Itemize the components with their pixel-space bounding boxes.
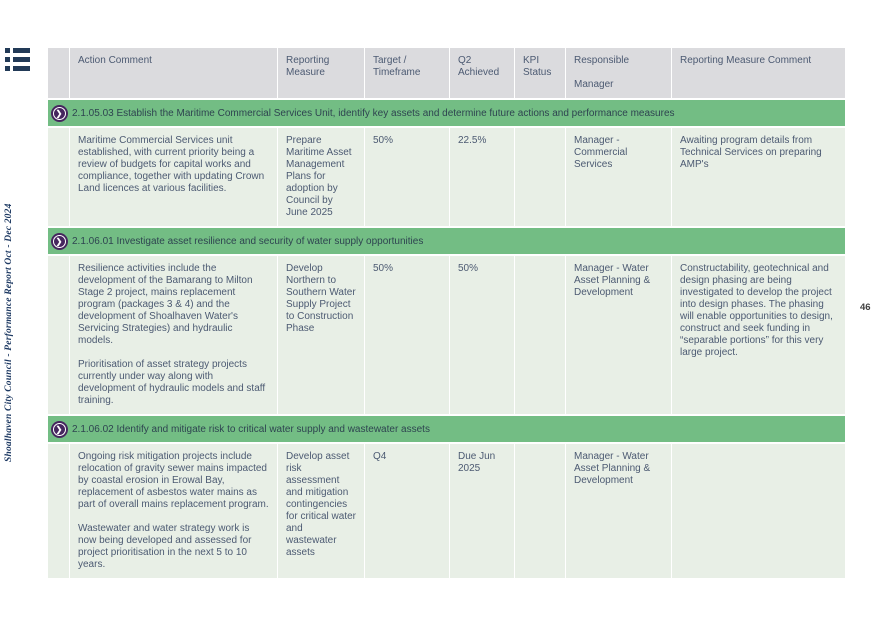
table-row: Resilience activities include the develo… xyxy=(48,256,845,414)
table-header-row: Action Comment Reporting Measure Target … xyxy=(48,48,845,98)
section-header-2-1-05-03: ❯ 2.1.05.03 Establish the Maritime Comme… xyxy=(48,100,845,126)
row-spacer-cell xyxy=(48,128,70,226)
section-expand-button[interactable]: ❯ xyxy=(48,232,70,250)
header-reporting-measure-comment: Reporting Measure Comment xyxy=(672,48,845,98)
kpi-status-cell xyxy=(515,256,566,414)
table-row: Ongoing risk mitigation projects include… xyxy=(48,444,845,578)
page-number: 46 xyxy=(860,302,871,313)
reporting-measure-cell: Develop Northern to Southern Water Suppl… xyxy=(278,256,365,414)
header-spacer-cell xyxy=(48,48,70,98)
reporting-measure-comment-cell: Awaiting program details from Technical … xyxy=(672,128,845,226)
responsible-manager-cell: Manager - Water Asset Planning & Develop… xyxy=(566,444,672,578)
target-timeframe-cell: Q4 xyxy=(365,444,450,578)
sidebar-report-title: Shoalhaven City Council - Performance Re… xyxy=(4,203,14,462)
header-q2-achieved: Q2 Achieved xyxy=(450,48,515,98)
section-header-2-1-06-02: ❯ 2.1.06.02 Identify and mitigate risk t… xyxy=(48,416,845,442)
action-comment-cell: Maritime Commercial Services unit establ… xyxy=(70,128,278,226)
reporting-measure-cell: Prepare Maritime Asset Management Plans … xyxy=(278,128,365,226)
target-timeframe-cell: 50% xyxy=(365,128,450,226)
section-title: 2.1.05.03 Establish the Maritime Commerc… xyxy=(72,107,675,119)
q2-achieved-cell: 50% xyxy=(450,256,515,414)
chevron-right-icon[interactable]: ❯ xyxy=(50,420,68,438)
section-header-2-1-06-01: ❯ 2.1.06.01 Investigate asset resilience… xyxy=(48,228,845,254)
reporting-measure-comment-cell: Constructability, geotechnical and desig… xyxy=(672,256,845,414)
row-spacer-cell xyxy=(48,444,70,578)
section-title: 2.1.06.02 Identify and mitigate risk to … xyxy=(72,423,430,435)
target-timeframe-cell: 50% xyxy=(365,256,450,414)
kpi-status-cell xyxy=(515,128,566,226)
header-reporting-measure: Reporting Measure xyxy=(278,48,365,98)
section-title: 2.1.06.01 Investigate asset resilience a… xyxy=(72,235,424,247)
q2-achieved-cell: 22.5% xyxy=(450,128,515,226)
action-comment-cell: Ongoing risk mitigation projects include… xyxy=(70,444,278,578)
header-kpi-status: KPI Status xyxy=(515,48,566,98)
action-comment-cell: Resilience activities include the develo… xyxy=(70,256,278,414)
row-spacer-cell xyxy=(48,256,70,414)
header-responsible-manager: Responsible Manager xyxy=(566,48,672,98)
q2-achieved-cell: Due Jun 2025 xyxy=(450,444,515,578)
performance-table: Action Comment Reporting Measure Target … xyxy=(48,48,845,578)
header-action-comment: Action Comment xyxy=(70,48,278,98)
menu-list-icon[interactable] xyxy=(5,48,30,71)
reporting-measure-comment-cell xyxy=(672,444,845,578)
reporting-measure-cell: Develop asset risk assessment and mitiga… xyxy=(278,444,365,578)
section-expand-button[interactable]: ❯ xyxy=(48,104,70,122)
table-row: Maritime Commercial Services unit establ… xyxy=(48,128,845,226)
chevron-right-icon[interactable]: ❯ xyxy=(50,104,68,122)
kpi-status-cell xyxy=(515,444,566,578)
responsible-manager-cell: Manager - Commercial Services xyxy=(566,128,672,226)
header-target-timeframe: Target / Timeframe xyxy=(365,48,450,98)
chevron-right-icon[interactable]: ❯ xyxy=(50,232,68,250)
section-expand-button[interactable]: ❯ xyxy=(48,420,70,438)
responsible-manager-cell: Manager - Water Asset Planning & Develop… xyxy=(566,256,672,414)
